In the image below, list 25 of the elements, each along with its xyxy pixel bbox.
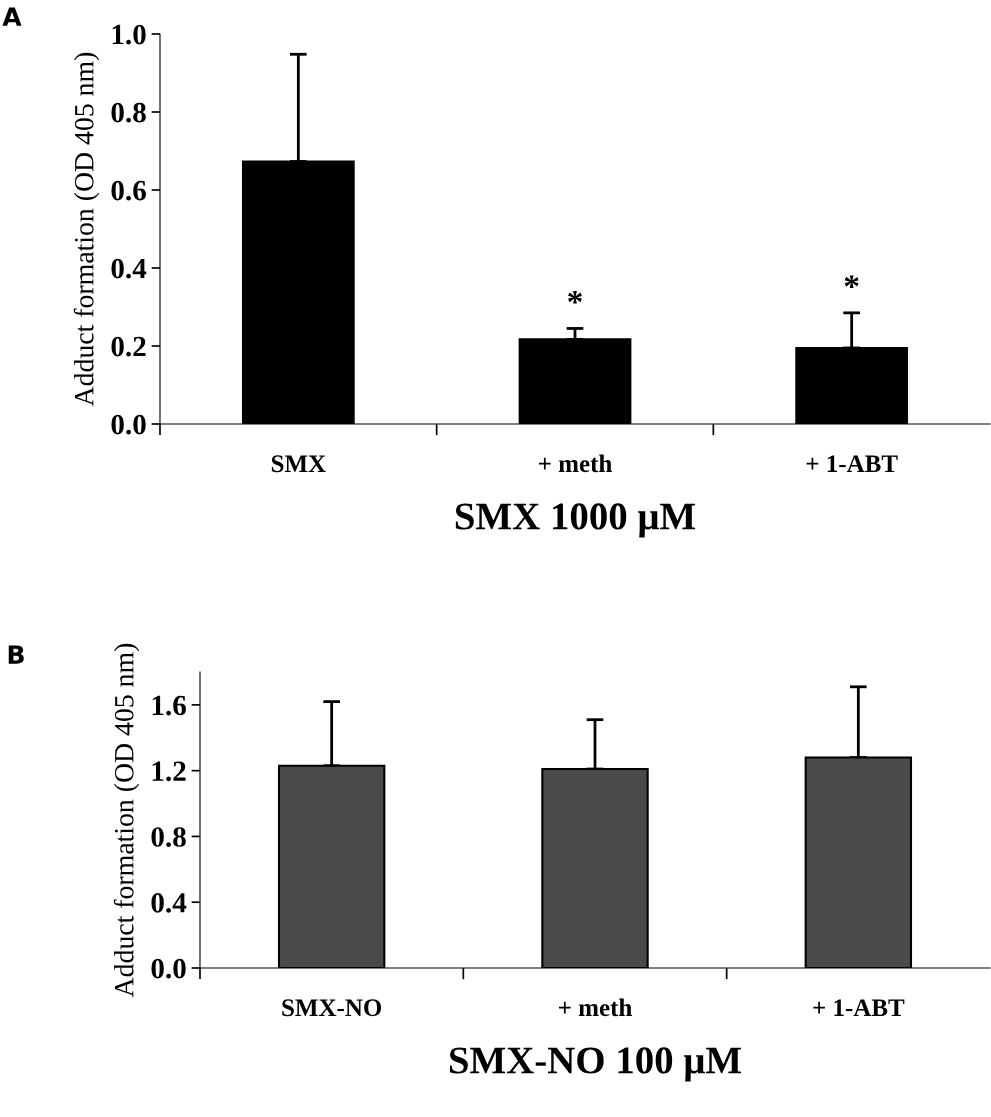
x-tick-label: + meth [539, 454, 612, 473]
y-tick-label: 0.8 [151, 827, 186, 847]
y-axis-title: Adduct formation (OD 405 nm) [73, 52, 100, 407]
y-tick-label: 0.2 [111, 336, 146, 357]
y-tick-label: 0.4 [111, 258, 147, 279]
annotation: * [568, 291, 582, 304]
y-tick-label: 1.6 [152, 695, 186, 716]
x-tick-label: + meth [559, 998, 632, 1017]
x-axis-title: SMX-NO 100 μM [449, 1047, 741, 1082]
annotation: * [844, 275, 859, 288]
x-tick-label: + 1-ABT [813, 999, 905, 1016]
chart-title: B [8, 645, 24, 664]
y-tick-label: 0.8 [111, 102, 146, 123]
y-tick-label: 1.0 [112, 24, 146, 45]
y-tick-label: 0.6 [111, 180, 146, 201]
x-axis-title: SMX 1000 μM [455, 503, 696, 538]
y-tick-label: 1.2 [152, 761, 186, 782]
x-tick-label: SMX-NO [282, 999, 382, 1017]
chart-title: A [2, 7, 22, 26]
y-tick-label: 0.0 [151, 958, 186, 979]
y-tick-label: 0.4 [151, 892, 187, 913]
x-tick-label: + 1-ABT [806, 455, 898, 472]
y-axis-title: Adduct formation (OD 405 nm) [113, 643, 140, 998]
x-tick-label: SMX [271, 455, 326, 473]
y-tick-label: 0.0 [111, 414, 146, 435]
